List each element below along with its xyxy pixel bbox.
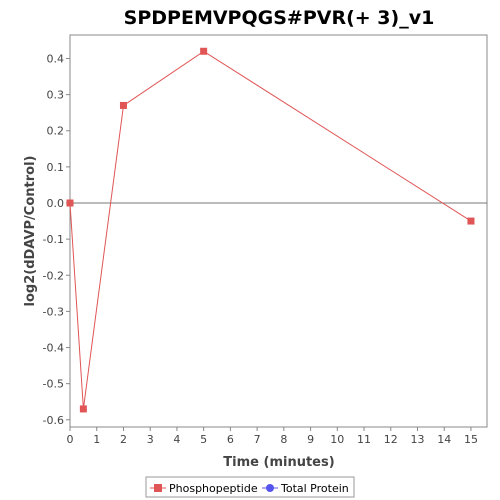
legend-marker-total-protein	[266, 484, 274, 492]
legend-label-phosphopeptide: Phosphopeptide	[169, 482, 258, 495]
legend: Phosphopeptide Total Protein	[145, 476, 355, 498]
y-tick-label: -0.5	[43, 378, 64, 391]
plot-area	[69, 34, 488, 428]
y-tick-label: 0.4	[47, 52, 65, 65]
y-tick-label: -0.4	[43, 342, 64, 355]
y-tick-label: -0.6	[43, 414, 64, 427]
chart-title: SPDPEMVPQGS#PVR(+ 3)_v1	[124, 7, 435, 29]
legend-label-total-protein: Total Protein	[280, 482, 349, 495]
x-axis-ticks: 0 1 2 3 4 5 6 7 8 9 10 11 12 13 14 15	[67, 427, 478, 446]
y-tick-label: 0.1	[47, 161, 65, 174]
y-tick-label: -0.2	[43, 269, 64, 282]
x-tick-label: 11	[357, 433, 371, 446]
y-axis-label: log2(dDAVP/Control)	[23, 156, 38, 307]
y-tick-label: 0.2	[47, 125, 65, 138]
y-tick-label: 0.0	[47, 197, 65, 210]
x-tick-label: 3	[147, 433, 154, 446]
data-point	[200, 47, 208, 55]
data-point	[79, 405, 87, 413]
x-tick-label: 10	[330, 433, 344, 446]
legend-marker-phosphopeptide	[154, 484, 162, 492]
series-layer	[66, 47, 475, 413]
x-tick-label: 13	[411, 433, 425, 446]
x-tick-label: 14	[437, 433, 451, 446]
x-tick-label: 1	[93, 433, 100, 446]
y-tick-label: 0.3	[47, 89, 65, 102]
x-tick-label: 2	[120, 433, 127, 446]
x-axis-label: Time (minutes)	[223, 455, 334, 470]
data-point	[119, 101, 127, 109]
y-tick-label: -0.1	[43, 233, 64, 246]
x-tick-label: 9	[307, 433, 314, 446]
data-point	[66, 199, 74, 207]
x-tick-label: 8	[280, 433, 287, 446]
x-tick-label: 15	[464, 433, 478, 446]
x-tick-label: 0	[67, 433, 74, 446]
data-point	[467, 217, 475, 225]
x-tick-label: 7	[254, 433, 261, 446]
x-tick-label: 6	[227, 433, 234, 446]
y-tick-label: -0.3	[43, 305, 64, 318]
y-axis-ticks: -0.6 -0.5 -0.4 -0.3 -0.2 -0.1 0.0 0.1 0.2 0.3 0.4	[43, 52, 70, 427]
x-tick-label: 12	[384, 433, 398, 446]
legend-box	[145, 476, 355, 498]
x-tick-label: 4	[173, 433, 180, 446]
x-tick-label: 5	[200, 433, 207, 446]
